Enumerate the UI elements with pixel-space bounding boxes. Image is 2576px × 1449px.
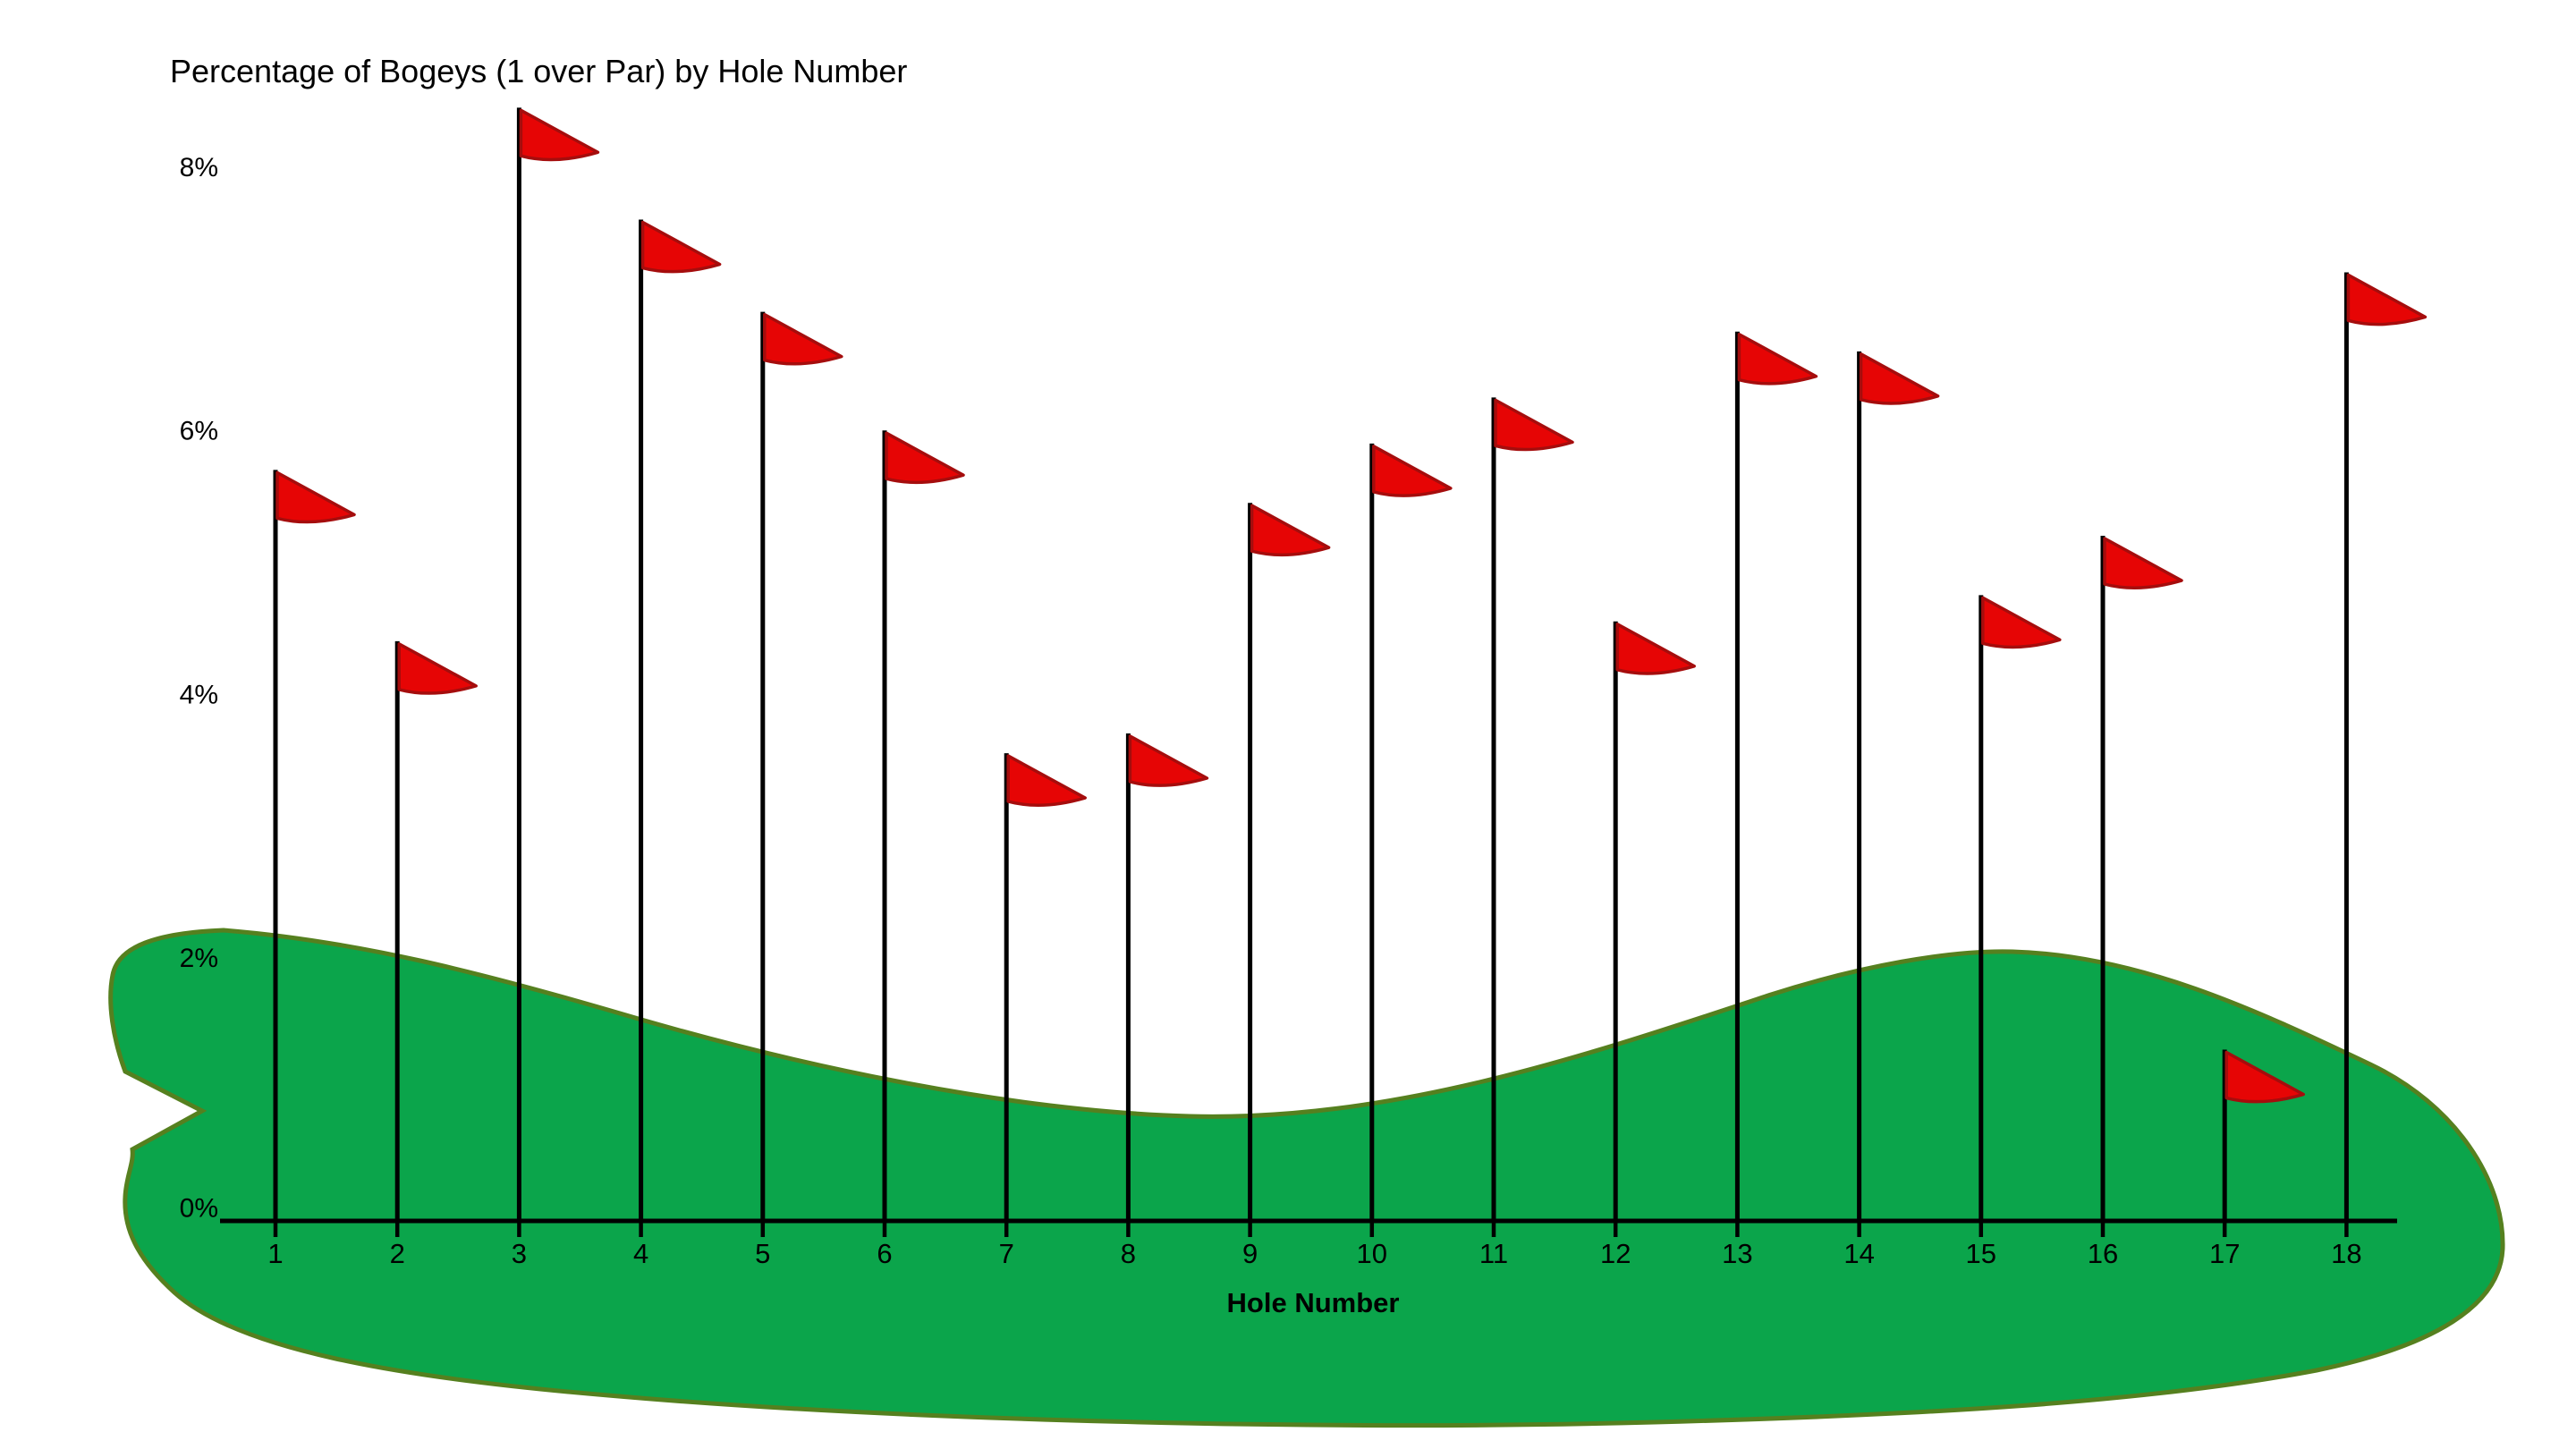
red-flag-icon xyxy=(2224,1050,2305,1104)
y-tick-label: 2% xyxy=(180,944,218,973)
x-tick-label: 16 xyxy=(2088,1238,2118,1269)
x-tick-label: 8 xyxy=(1121,1238,1136,1269)
x-tick-label: 18 xyxy=(2331,1238,2361,1269)
red-flag-icon xyxy=(763,312,843,366)
red-flag-icon xyxy=(2346,273,2428,326)
x-tick-label: 14 xyxy=(1843,1238,1874,1269)
x-tick-label: 3 xyxy=(512,1238,527,1269)
hole-flag-group: 8 xyxy=(1121,733,1209,1269)
red-flag-icon xyxy=(397,642,478,695)
red-flag-icon xyxy=(1981,596,2062,649)
red-flag-icon xyxy=(640,220,722,274)
red-flag-icon xyxy=(1859,352,1940,405)
x-tick-label: 7 xyxy=(999,1238,1014,1269)
x-tick-label: 4 xyxy=(633,1238,648,1269)
x-tick-label: 12 xyxy=(1600,1238,1631,1269)
hole-flag-group: 16 xyxy=(2088,536,2183,1269)
hole-flag-group: 11 xyxy=(1479,397,1574,1269)
y-tick-label: 8% xyxy=(180,153,218,182)
red-flag-icon xyxy=(1372,445,1453,497)
x-tick-label: 10 xyxy=(1357,1238,1387,1269)
hole-flag-group: 1 xyxy=(267,470,356,1269)
red-flag-icon xyxy=(1615,623,1696,675)
x-tick-label: 1 xyxy=(267,1238,283,1269)
hole-flag-group: 18 xyxy=(2331,272,2428,1269)
hole-flag-group: 14 xyxy=(1843,351,1940,1269)
x-axis-title: Hole Number xyxy=(1227,1287,1400,1318)
x-tick-label: 15 xyxy=(1966,1238,1996,1269)
hole-flag-group: 7 xyxy=(999,753,1087,1269)
red-flag-icon xyxy=(1128,734,1209,787)
golf-green-shape xyxy=(108,928,2505,1428)
x-tick-label: 17 xyxy=(2209,1238,2240,1269)
red-flag-icon xyxy=(1494,398,1574,452)
y-tick-label: 6% xyxy=(180,417,218,446)
y-tick-label: 0% xyxy=(180,1194,218,1224)
y-tick-label: 4% xyxy=(180,680,218,709)
hole-flag-group: 6 xyxy=(877,430,965,1269)
red-flag-icon xyxy=(885,431,965,485)
x-tick-label: 9 xyxy=(1242,1238,1258,1269)
hole-flag-group: 12 xyxy=(1600,621,1696,1269)
chart-title: Percentage of Bogeys (1 over Par) by Hol… xyxy=(170,53,907,89)
red-flag-icon xyxy=(2103,537,2183,589)
x-tick-label: 6 xyxy=(877,1238,892,1269)
hole-flag-group: 2 xyxy=(390,640,478,1269)
x-tick-label: 5 xyxy=(755,1238,770,1269)
hole-flag-group: 4 xyxy=(633,219,722,1269)
x-tick-label: 13 xyxy=(1722,1238,1752,1269)
x-tick-label: 11 xyxy=(1479,1238,1508,1269)
hole-flag-group: 13 xyxy=(1722,331,1818,1269)
hole-flag-group: 15 xyxy=(1966,595,2062,1269)
hole-flag-group: 17 xyxy=(2209,1049,2305,1269)
x-tick-label: 2 xyxy=(390,1238,405,1269)
red-flag-icon xyxy=(275,470,356,524)
flags-layer: 1 2 3 4 5 6 7 8 9 10 11 12 13 14 15 16 17 18 xyxy=(267,107,2428,1269)
hole-flag-group: 9 xyxy=(1242,503,1331,1269)
y-axis-labels: 0% 2% 4% 6% 8% xyxy=(180,153,218,1223)
red-flag-icon xyxy=(519,108,600,162)
hole-flag-group: 5 xyxy=(755,311,843,1269)
hole-flag-group: 10 xyxy=(1357,443,1453,1269)
red-flag-icon xyxy=(1250,504,1331,557)
red-flag-icon xyxy=(1006,754,1087,807)
red-flag-icon xyxy=(1737,332,1818,386)
hole-flag-group: 3 xyxy=(512,107,600,1269)
